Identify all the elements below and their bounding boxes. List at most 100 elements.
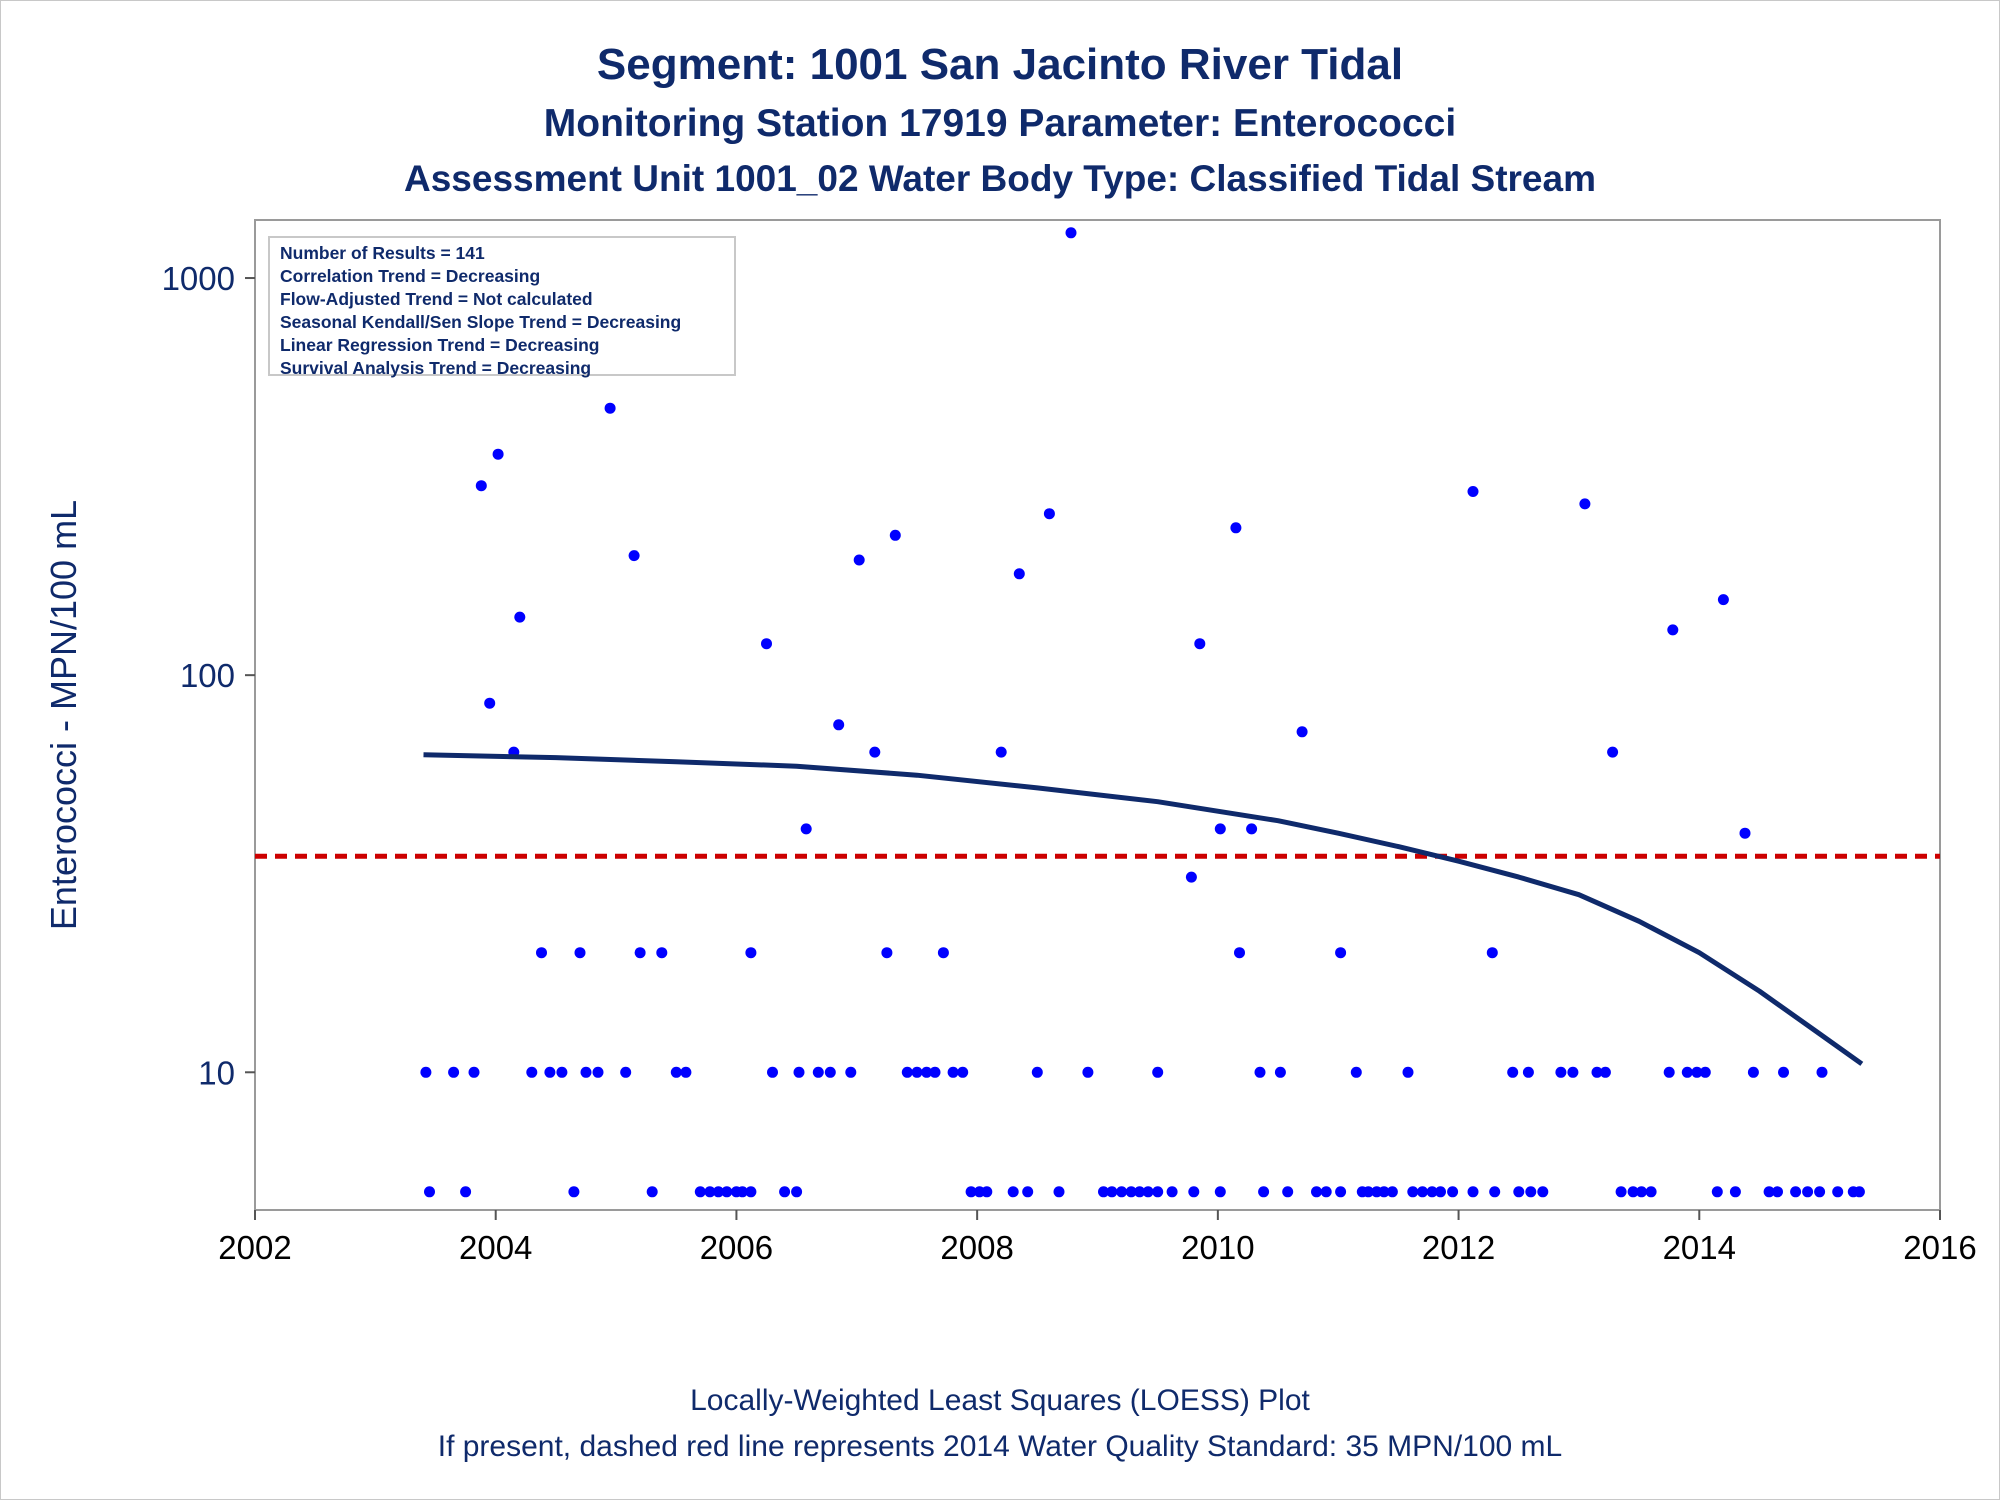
data-point	[1426, 1186, 1438, 1198]
data-point	[1098, 1186, 1109, 1198]
data-point	[1320, 1186, 1332, 1198]
legend-line: Survival Analysis Trend = Decreasing	[280, 358, 592, 378]
chart-subtitle-2: Assessment Unit 1001_02 Water Body Type:…	[404, 158, 1596, 199]
data-point	[634, 947, 646, 959]
data-point	[1214, 823, 1226, 835]
data-point	[1691, 1066, 1703, 1078]
data-point	[1615, 1186, 1627, 1198]
data-point	[424, 1186, 435, 1198]
y-axis-label: Enterococci - MPN/100 mL	[43, 500, 84, 930]
data-point	[1467, 1186, 1479, 1198]
data-point	[1254, 1066, 1266, 1078]
data-point	[1802, 1186, 1814, 1198]
data-point	[812, 1066, 824, 1078]
legend-line: Number of Results = 141	[280, 243, 485, 263]
data-point	[824, 1066, 836, 1078]
data-point	[881, 947, 893, 959]
data-point	[1486, 947, 1498, 959]
data-point	[1763, 1186, 1775, 1198]
data-point	[937, 947, 949, 959]
data-point	[1507, 1066, 1519, 1078]
data-point	[947, 1066, 959, 1078]
x-tick-label: 2004	[459, 1229, 532, 1266]
data-point	[853, 554, 865, 566]
data-point	[1814, 1186, 1826, 1198]
data-point	[1747, 1066, 1759, 1078]
data-point	[1717, 594, 1729, 606]
y-tick-label: 1000	[162, 260, 235, 297]
data-point	[420, 1066, 432, 1078]
data-point	[1134, 1186, 1146, 1198]
data-point	[1435, 1186, 1446, 1198]
data-point	[1699, 1066, 1711, 1078]
data-point	[1125, 1186, 1137, 1198]
data-point	[620, 1066, 632, 1078]
x-tick-label: 2014	[1663, 1229, 1736, 1266]
data-point	[1194, 638, 1206, 650]
data-point	[1447, 1186, 1459, 1198]
data-point	[1386, 1186, 1398, 1198]
data-point	[965, 1186, 977, 1198]
data-point	[995, 746, 1007, 758]
data-point	[468, 1066, 480, 1078]
data-point	[1739, 827, 1751, 839]
data-point	[901, 1066, 913, 1078]
data-point	[761, 638, 772, 650]
data-point	[889, 529, 901, 541]
data-point	[680, 1066, 692, 1078]
data-point	[556, 1066, 568, 1078]
data-point	[460, 1186, 472, 1198]
data-point	[1142, 1186, 1154, 1198]
stats-legend: Number of Results = 141 Correlation Tren…	[268, 236, 736, 378]
data-point	[736, 1186, 748, 1198]
data-point	[492, 448, 504, 460]
data-point	[574, 947, 586, 959]
data-point	[1667, 624, 1679, 636]
chart-title: Segment: 1001 San Jacinto River Tidal	[596, 40, 1404, 89]
data-point	[793, 1066, 805, 1078]
data-point	[1031, 1066, 1043, 1078]
data-point	[1832, 1186, 1844, 1198]
data-point	[712, 1186, 724, 1198]
data-point	[791, 1186, 803, 1198]
data-point	[929, 1066, 941, 1078]
chart-subtitle: Monitoring Station 17919 Parameter: Ente…	[543, 102, 1457, 145]
data-point	[779, 1186, 791, 1198]
data-point	[1274, 1066, 1286, 1078]
data-point	[1152, 1066, 1164, 1078]
data-point	[1599, 1066, 1611, 1078]
data-point	[1645, 1186, 1657, 1198]
data-point	[1311, 1186, 1322, 1198]
data-point	[568, 1186, 580, 1198]
data-point	[1335, 1186, 1347, 1198]
data-point	[670, 1066, 682, 1078]
data-point	[1772, 1186, 1783, 1198]
data-point	[1853, 1186, 1865, 1198]
data-point	[767, 1066, 778, 1078]
data-point	[833, 719, 845, 731]
data-point	[1022, 1186, 1034, 1198]
data-point	[981, 1186, 993, 1198]
data-point	[1402, 1066, 1414, 1078]
data-point	[745, 947, 757, 959]
data-point	[1185, 871, 1197, 883]
legend-line: Correlation Trend = Decreasing	[280, 266, 541, 286]
plot-area	[254, 219, 1941, 1211]
data-point	[1778, 1066, 1789, 1078]
legend-line: Seasonal Kendall/Sen Slope Trend = Decre…	[280, 312, 682, 332]
data-point	[1790, 1186, 1802, 1198]
data-point	[1711, 1186, 1723, 1198]
x-tick-label: 2016	[1903, 1229, 1976, 1266]
y-tick-label: 10	[198, 1054, 235, 1091]
data-point	[1335, 947, 1347, 959]
data-point	[604, 402, 616, 414]
data-point	[1234, 947, 1245, 959]
data-point	[536, 947, 547, 959]
data-point	[1579, 498, 1591, 510]
data-point	[592, 1066, 604, 1078]
data-point	[1152, 1186, 1164, 1198]
data-point	[1627, 1186, 1639, 1198]
data-point	[911, 1066, 923, 1078]
data-point	[1729, 1186, 1741, 1198]
